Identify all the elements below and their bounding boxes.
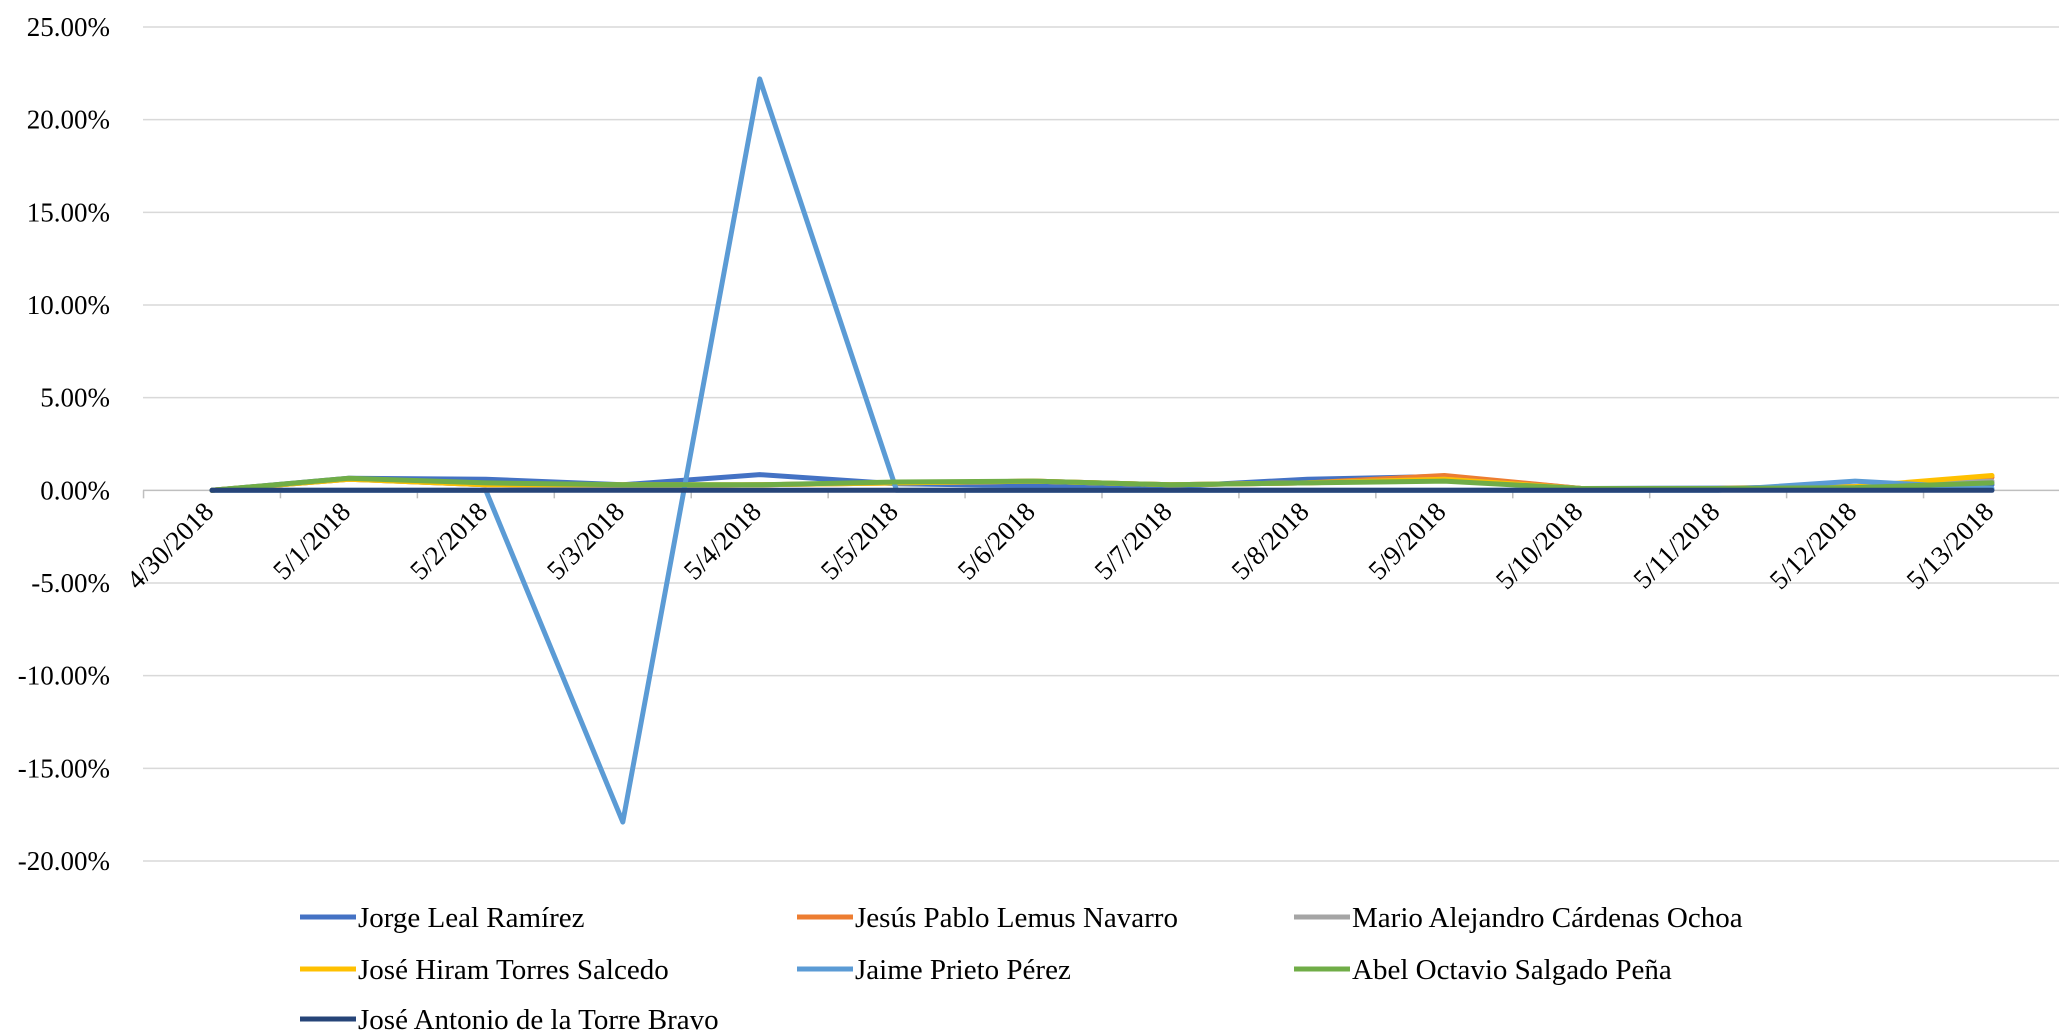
- legend-label: Jaime Prieto Pérez: [855, 954, 1071, 986]
- legend-item: José Hiram Torres Salcedo: [300, 954, 669, 986]
- y-tick-label: 5.00%: [40, 383, 110, 413]
- x-tick-label: 4/30/2018: [121, 496, 220, 595]
- x-tick-label: 5/10/2018: [1490, 496, 1589, 595]
- legend-item: Mario Alejandro Cárdenas Ochoa: [1294, 902, 1743, 934]
- x-tick-label: 5/5/2018: [815, 496, 904, 585]
- y-tick-label: 10.00%: [27, 290, 110, 320]
- x-tick-label: 5/11/2018: [1627, 496, 1725, 594]
- legend-label: Jorge Leal Ramírez: [358, 902, 585, 934]
- x-tick-label: 5/3/2018: [541, 496, 630, 585]
- y-tick-label: 0.00%: [40, 475, 110, 505]
- legend-label: José Antonio de la Torre Bravo: [358, 1004, 719, 1034]
- x-tick-label: 5/9/2018: [1362, 496, 1451, 585]
- x-tick-label: 5/8/2018: [1226, 496, 1315, 585]
- legend-item: Abel Octavio Salgado Peña: [1294, 954, 1672, 986]
- y-tick-label: -5.00%: [31, 568, 110, 598]
- legend-item: Jesús Pablo Lemus Navarro: [797, 902, 1178, 934]
- y-tick-label: -10.00%: [18, 661, 110, 691]
- x-tick-label: 5/6/2018: [952, 496, 1041, 585]
- legend: Jorge Leal Ramírez Jesús Pablo Lemus Nava…: [300, 902, 1743, 1034]
- series-line: [209, 76, 1995, 825]
- legend-item: Jorge Leal Ramírez: [300, 902, 585, 934]
- x-tick-label: 5/4/2018: [678, 496, 767, 585]
- legend-label: Abel Octavio Salgado Peña: [1352, 954, 1672, 986]
- gridlines: [143, 26, 2059, 862]
- x-tick-label: 5/13/2018: [1901, 496, 2000, 595]
- x-tick-label: 5/12/2018: [1764, 496, 1863, 595]
- legend-label: José Hiram Torres Salcedo: [358, 954, 669, 986]
- y-tick-label: 20.00%: [27, 105, 110, 135]
- legend-label: Jesús Pablo Lemus Navarro: [855, 902, 1178, 934]
- series-lines: [209, 76, 1995, 825]
- legend-item: José Antonio de la Torre Bravo: [300, 1004, 719, 1034]
- y-tick-label: 25.00%: [27, 12, 110, 42]
- x-axis: 4/30/2018 5/1/2018 5/2/2018 5/3/2018 5/4/201…: [121, 489, 2059, 595]
- y-axis-tick-labels: 25.00% 20.00% 15.00% 10.00% 5.00% 0.00% -5.00%…: [18, 12, 110, 876]
- x-tick-label: 5/7/2018: [1089, 496, 1178, 585]
- legend-item: Jaime Prieto Pérez: [797, 954, 1071, 986]
- y-tick-label: -20.00%: [18, 846, 110, 876]
- y-tick-label: -15.00%: [18, 753, 110, 783]
- x-tick-label: 5/2/2018: [404, 496, 493, 585]
- x-tick-label: 5/1/2018: [267, 496, 356, 585]
- legend-label: Mario Alejandro Cárdenas Ochoa: [1352, 902, 1743, 934]
- y-tick-label: 15.00%: [27, 197, 110, 227]
